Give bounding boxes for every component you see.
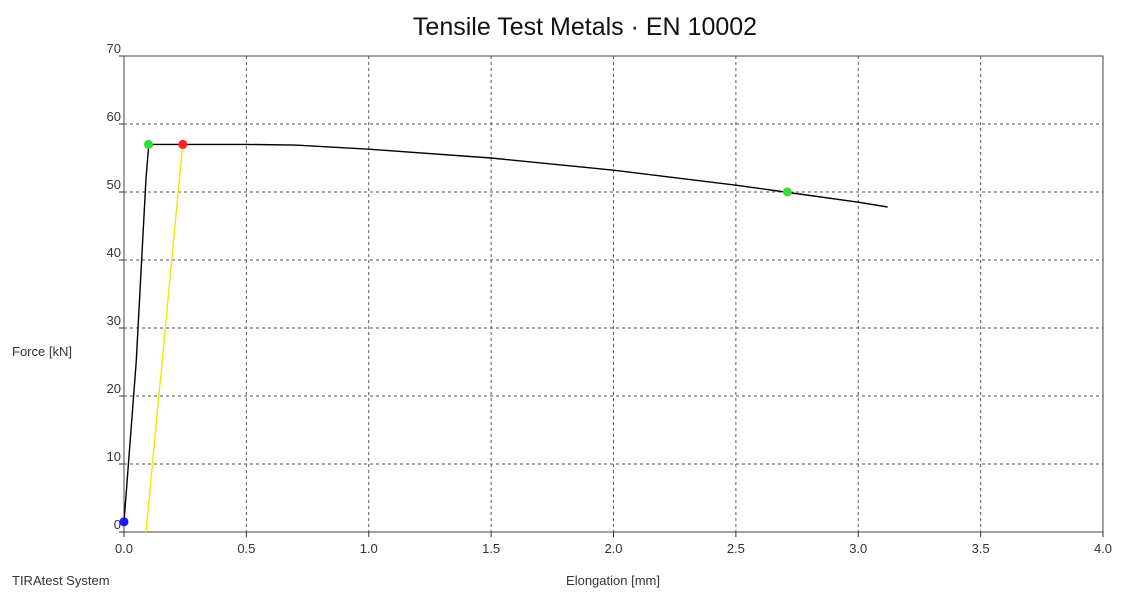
y-tick-label: 40 <box>107 245 121 260</box>
x-tick-label: 1.0 <box>360 541 378 556</box>
series-group <box>123 143 888 533</box>
x-axis-label: Elongation [mm] <box>566 573 660 588</box>
y-tick-label: 50 <box>107 177 121 192</box>
y-tick-label: 30 <box>107 313 121 328</box>
y-tick-label: 60 <box>107 109 121 124</box>
x-tick-label: 0.5 <box>237 541 255 556</box>
yield-offset-line <box>145 144 184 533</box>
x-tick-label: 3.0 <box>849 541 867 556</box>
x-tick-label: 0.0 <box>115 541 133 556</box>
x-tick-label: 2.0 <box>604 541 622 556</box>
x-tick-label: 4.0 <box>1094 541 1112 556</box>
data-marker <box>143 139 153 149</box>
y-axis-label: Force [kN] <box>12 344 72 359</box>
footer-system-label: TIRAtest System <box>12 573 110 588</box>
x-tick-label: 3.5 <box>972 541 990 556</box>
y-tick-label: 20 <box>107 381 121 396</box>
chart-title: Tensile Test Metals · EN 10002 <box>413 13 757 41</box>
y-tick-label: 70 <box>107 41 121 56</box>
force-elongation-curve <box>123 143 888 522</box>
x-tick-label: 2.5 <box>727 541 745 556</box>
y-tick-label: 0 <box>114 517 121 532</box>
x-tick-label: 1.5 <box>482 541 500 556</box>
data-marker <box>782 187 792 197</box>
data-marker <box>119 517 129 527</box>
axis-ticks: 0.0 0.5 1.0 1.5 2.0 2.5 3.0 3.5 4.0 0 10 20 30 40 50 60… <box>107 41 1113 556</box>
y-tick-label: 10 <box>107 449 121 464</box>
data-marker <box>178 139 188 149</box>
grid <box>124 56 1103 532</box>
markers-group <box>119 139 792 527</box>
